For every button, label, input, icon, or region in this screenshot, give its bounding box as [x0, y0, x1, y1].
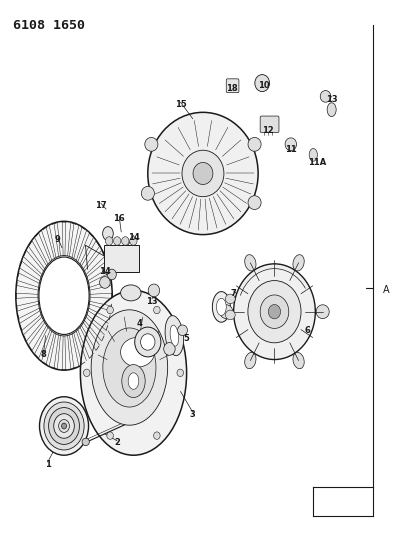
Ellipse shape — [225, 294, 235, 304]
Ellipse shape — [128, 373, 139, 389]
Ellipse shape — [135, 327, 160, 357]
Text: A: A — [382, 286, 389, 295]
Ellipse shape — [247, 138, 261, 151]
Text: 9: 9 — [55, 236, 61, 245]
Text: 16: 16 — [113, 214, 125, 223]
Ellipse shape — [103, 328, 155, 407]
Ellipse shape — [107, 432, 113, 439]
Ellipse shape — [292, 352, 303, 369]
Ellipse shape — [91, 310, 167, 425]
Ellipse shape — [212, 292, 230, 322]
Ellipse shape — [105, 237, 112, 245]
Ellipse shape — [39, 257, 89, 334]
Ellipse shape — [83, 369, 90, 376]
Ellipse shape — [247, 196, 261, 209]
Text: 6108 1650: 6108 1650 — [13, 19, 85, 33]
Text: 18: 18 — [225, 84, 237, 93]
Ellipse shape — [163, 343, 175, 356]
Text: 14: 14 — [127, 233, 139, 242]
Text: 3: 3 — [189, 410, 195, 419]
Ellipse shape — [219, 305, 232, 319]
Ellipse shape — [39, 397, 88, 455]
Text: 8: 8 — [40, 350, 46, 359]
Ellipse shape — [315, 305, 328, 319]
Text: 1: 1 — [45, 460, 50, 469]
Ellipse shape — [16, 221, 112, 370]
Ellipse shape — [153, 306, 160, 314]
Text: 2: 2 — [114, 439, 120, 448]
FancyBboxPatch shape — [226, 79, 238, 93]
Ellipse shape — [193, 163, 212, 184]
Text: 12: 12 — [262, 126, 274, 135]
Ellipse shape — [267, 304, 280, 319]
Text: 6: 6 — [303, 326, 309, 335]
Ellipse shape — [182, 150, 223, 197]
Ellipse shape — [82, 438, 89, 446]
Ellipse shape — [326, 103, 335, 117]
Text: 11: 11 — [284, 145, 296, 154]
Text: 4: 4 — [136, 319, 142, 328]
Ellipse shape — [244, 352, 255, 369]
Ellipse shape — [140, 334, 155, 350]
Text: 17: 17 — [95, 201, 106, 210]
Ellipse shape — [147, 112, 258, 235]
Ellipse shape — [233, 264, 315, 360]
Ellipse shape — [141, 187, 154, 200]
Ellipse shape — [121, 237, 129, 245]
Ellipse shape — [148, 284, 159, 297]
Ellipse shape — [54, 412, 81, 442]
Ellipse shape — [99, 277, 110, 288]
Ellipse shape — [113, 237, 121, 245]
Ellipse shape — [44, 402, 84, 450]
Ellipse shape — [107, 269, 116, 280]
Ellipse shape — [48, 408, 79, 445]
Ellipse shape — [121, 365, 145, 398]
Text: 5: 5 — [183, 334, 189, 343]
Ellipse shape — [247, 280, 300, 343]
Bar — [103, 245, 138, 272]
Text: 15: 15 — [174, 100, 186, 109]
Ellipse shape — [244, 255, 255, 271]
Ellipse shape — [129, 237, 137, 245]
Ellipse shape — [58, 419, 69, 432]
Text: 10: 10 — [258, 81, 270, 90]
Ellipse shape — [144, 138, 157, 151]
Text: 13: 13 — [325, 94, 337, 103]
Ellipse shape — [177, 325, 187, 336]
Ellipse shape — [120, 337, 154, 367]
Ellipse shape — [153, 432, 160, 439]
Ellipse shape — [216, 298, 226, 316]
Ellipse shape — [225, 310, 235, 320]
Ellipse shape — [177, 369, 183, 376]
FancyBboxPatch shape — [260, 116, 278, 133]
Ellipse shape — [61, 423, 66, 429]
Ellipse shape — [165, 316, 183, 356]
Ellipse shape — [102, 227, 113, 240]
Ellipse shape — [54, 414, 74, 438]
Ellipse shape — [80, 290, 186, 455]
Text: 11A: 11A — [308, 158, 326, 167]
Ellipse shape — [170, 325, 178, 346]
Ellipse shape — [254, 75, 269, 92]
Ellipse shape — [319, 91, 330, 102]
Ellipse shape — [107, 306, 113, 314]
Ellipse shape — [120, 285, 141, 301]
Ellipse shape — [292, 255, 303, 271]
Ellipse shape — [260, 295, 288, 328]
Text: 13: 13 — [146, 296, 157, 305]
Ellipse shape — [308, 149, 317, 161]
Text: 14: 14 — [99, 268, 110, 276]
Ellipse shape — [284, 138, 296, 151]
Text: 7: 7 — [230, 288, 236, 297]
